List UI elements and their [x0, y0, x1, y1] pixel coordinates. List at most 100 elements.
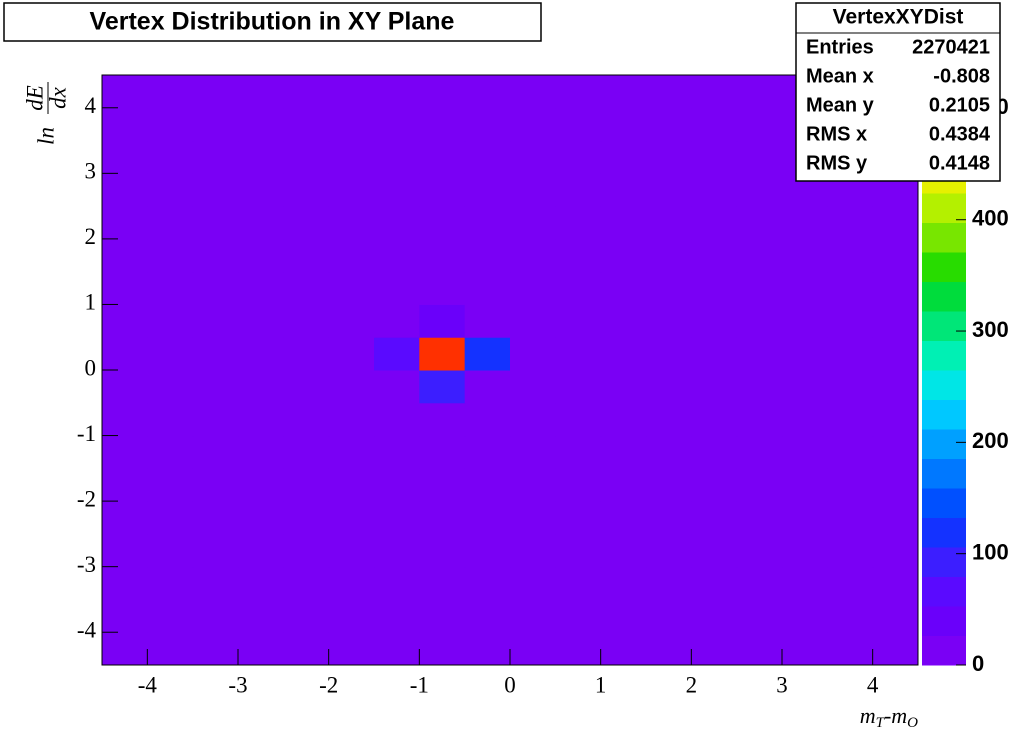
heat-cell: [600, 533, 647, 568]
heat-cell: [374, 370, 420, 404]
heat-cell: [600, 107, 647, 142]
heat-cell: [646, 75, 692, 109]
heat-cell: [600, 566, 647, 600]
heat-cell: [464, 206, 511, 240]
heat-cell: [238, 402, 284, 437]
heat-cell: [691, 173, 738, 207]
heat-cell: [782, 468, 828, 502]
heat-cell: [646, 140, 692, 174]
color-band: [922, 576, 966, 607]
heat-cell: [238, 107, 284, 142]
heat-cell: [555, 140, 602, 174]
heat-cell: [872, 304, 919, 338]
z-tick-label: 0: [972, 651, 984, 676]
heat-cell: [464, 435, 511, 469]
x-tick-label: -1: [410, 672, 429, 697]
heat-cell: [736, 206, 783, 240]
heat-cell: [691, 337, 738, 371]
y-tick-label: -2: [77, 486, 96, 511]
heat-cell: [872, 370, 919, 404]
heat-cell: [192, 599, 239, 633]
heat-cell: [464, 402, 511, 437]
heat-cell: [646, 468, 692, 502]
heat-cell: [510, 304, 556, 338]
heat-cell: [691, 75, 738, 109]
stats-value: -0.808: [933, 65, 990, 87]
heat-cell: [147, 140, 194, 174]
heat-cell: [736, 632, 783, 666]
heat-cell: [646, 599, 692, 633]
heat-cell: [283, 370, 330, 404]
heat-cell: [646, 435, 692, 469]
stats-title: VertexXYDist: [833, 6, 964, 29]
heat-cell: [328, 173, 375, 207]
heat-cell: [555, 599, 602, 633]
heat-cell: [192, 304, 239, 338]
heat-cell: [827, 566, 874, 600]
heat-cell: [510, 402, 556, 437]
heat-cell: [328, 402, 375, 437]
heat-cell: [464, 173, 511, 207]
color-band: [922, 547, 966, 577]
heat-cell: [238, 304, 284, 338]
x-axis-title-part: m: [860, 703, 876, 728]
heat-cell: [238, 238, 284, 273]
heat-cell: [510, 599, 556, 633]
heat-cell: [419, 599, 466, 633]
heat-cell: [736, 566, 783, 600]
heat-cell: [600, 435, 647, 469]
heat-cell: [600, 206, 647, 240]
heat-cell: [510, 533, 556, 568]
heat-cell: [827, 238, 874, 273]
stats-label: Mean x: [806, 65, 874, 87]
heat-cell: [147, 435, 194, 469]
heat-cell: [510, 75, 556, 109]
heat-cell: [102, 238, 148, 273]
color-band: [922, 281, 966, 312]
y-tick-label: -1: [77, 421, 96, 446]
heat-cell: [102, 271, 148, 305]
heat-cell: [691, 501, 738, 535]
heat-cell: [464, 75, 511, 109]
heat-cell: [736, 304, 783, 338]
heat-cell: [691, 632, 738, 666]
heat-cell: [510, 501, 556, 535]
heat-cell: [600, 370, 647, 404]
heat-cell: [827, 468, 874, 502]
heat-cell: [827, 206, 874, 240]
heat-cell: [827, 599, 874, 633]
heat-cell: [464, 599, 511, 633]
z-tick-label: 200: [972, 428, 1009, 453]
heat-cell: [102, 533, 148, 568]
heat-cell: [736, 435, 783, 469]
heat-cell: [555, 107, 602, 142]
heat-cell: [600, 468, 647, 502]
heat-cell: [192, 238, 239, 273]
heat-cell: [510, 107, 556, 142]
heat-cell: [464, 304, 511, 338]
heat-cell: [192, 173, 239, 207]
heat-cell: [192, 107, 239, 142]
x-tick-label: 3: [776, 672, 788, 697]
heat-cell: [646, 370, 692, 404]
heat-cell: [464, 107, 511, 142]
heat-cell: [510, 632, 556, 666]
heat-cell: [238, 533, 284, 568]
heat-cell: [872, 206, 919, 240]
heat-cell: [736, 501, 783, 535]
heat-cell: [374, 501, 420, 535]
y-axis-title-prefix: ln: [33, 127, 58, 145]
heat-cell: [691, 206, 738, 240]
heat-cell: [328, 566, 375, 600]
heat-cell: [374, 632, 420, 666]
heat-cell: [600, 337, 647, 371]
heat-cell: [147, 468, 194, 502]
heat-cell: [555, 173, 602, 207]
heat-cell: [510, 206, 556, 240]
heat-cell: [328, 632, 375, 666]
heat-cell: [510, 238, 556, 273]
heat-cell: [872, 435, 919, 469]
heat-cell: [238, 206, 284, 240]
heat-cell: [872, 533, 919, 568]
heat-cell: [872, 337, 919, 371]
